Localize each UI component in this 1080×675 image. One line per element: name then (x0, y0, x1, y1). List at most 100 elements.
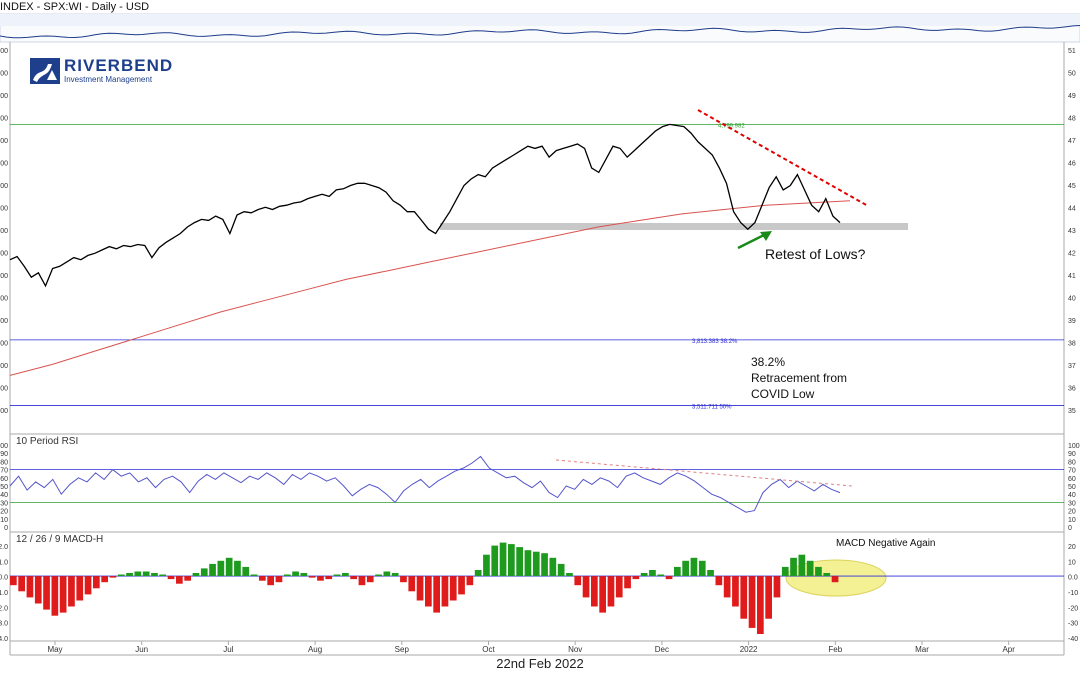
rsi-y-tick-left: 0 (4, 525, 8, 532)
price-y-tick-left: 00 (0, 116, 8, 123)
rsi-y-tick-left: 50 (0, 484, 8, 491)
x-tick-label: Dec (655, 645, 669, 654)
rsi-panel (9, 455, 1064, 513)
price-y-tick-right: 46 (1068, 161, 1076, 168)
macd-bar (34, 576, 42, 604)
riverbend-logo-icon (30, 58, 60, 84)
trend-line (697, 109, 869, 207)
price-y-tick-right: 45 (1068, 183, 1076, 190)
level-label-1: 3,813.383 38.2% (692, 339, 738, 345)
x-tick-label: Sep (395, 645, 410, 654)
price-y-tick-left: 00 (0, 251, 8, 258)
macd-bar (159, 574, 167, 576)
rsi-y-tick-left: 40 (0, 492, 8, 499)
x-tick-label: Feb (828, 645, 842, 654)
macd-bar (474, 570, 482, 577)
price-y-tick-left: 00 (0, 296, 8, 303)
macd-bar (366, 576, 374, 583)
macd-y-tick-left: -2.0 (0, 605, 8, 612)
macd-bar (126, 573, 133, 576)
macd-bar (117, 574, 125, 576)
macd-bar (591, 576, 598, 607)
retest-annotation: Retest of Lows? (765, 246, 866, 262)
price-panel: 4,799.982 3,813.383 38.2% 3,511.711 50% (9, 109, 1064, 411)
macd-bar (217, 560, 225, 576)
macd-bar (674, 566, 681, 576)
price-line (9, 123, 841, 288)
price-y-tick-right: 43 (1068, 228, 1076, 235)
level-label-0: 4,799.982 (718, 123, 745, 129)
macd-bar (798, 554, 806, 576)
price-y-tick-right: 38 (1068, 341, 1076, 348)
macd-bar (632, 576, 640, 580)
price-y-tick-right: 39 (1068, 318, 1076, 325)
macd-bar (624, 576, 631, 589)
price-y-tick-right: 35 (1068, 408, 1076, 415)
macd-bar (59, 576, 67, 613)
macd-y-tick-left: 1.0 (0, 559, 8, 566)
macd-bar (408, 576, 416, 592)
price-y-tick-left: 00 (0, 48, 8, 55)
price-y-tick-left: 00 (0, 138, 8, 145)
macd-bar (200, 568, 208, 576)
rsi-y-tick-right: 20 (1068, 509, 1076, 516)
price-y-tick-right: 48 (1068, 116, 1076, 123)
macd-bar (259, 576, 266, 581)
price-y-tick-left: 00 (0, 228, 8, 235)
macd-bar (333, 574, 341, 576)
macd-bar (176, 576, 183, 584)
macd-bar (491, 545, 499, 576)
logo-subtitle: Investment Management (64, 75, 153, 84)
macd-bar (549, 557, 557, 577)
macd-bar (806, 560, 814, 576)
x-tick-label: 2022 (740, 645, 758, 654)
macd-bar (300, 573, 308, 576)
arrow-shaft (737, 232, 767, 250)
macd-bar (76, 576, 84, 601)
macd-bar (101, 576, 108, 583)
macd-bar (26, 576, 34, 598)
rsi-y-tick-right: 0 (1068, 525, 1072, 532)
price-y-tick-left: 00 (0, 341, 8, 348)
support-zone (440, 223, 908, 230)
rsi-trend-line (555, 459, 853, 487)
macd-bar (707, 570, 714, 577)
macd-bar (698, 560, 706, 576)
panel-frames (9, 42, 1065, 656)
macd-bar (483, 554, 490, 576)
rsi-y-tick-left: 80 (0, 459, 8, 466)
fib-annotation: 38.2% Retracement from COVID Low (751, 354, 847, 402)
rsi-y-tick-right: 30 (1068, 500, 1076, 507)
macd-bar (815, 566, 822, 576)
rsi-y-tick-right: 80 (1068, 459, 1076, 466)
price-y-tick-left: 00 (0, 71, 8, 78)
macd-bar (524, 550, 532, 577)
macd-bar (599, 576, 606, 613)
macd-bar (134, 571, 142, 577)
macd-bar (325, 576, 333, 580)
macd-bar (682, 560, 689, 576)
macd-bar (665, 576, 673, 580)
macd-bar (43, 576, 50, 610)
x-tick-label: Jul (223, 645, 233, 654)
fib-annotation-line2: COVID Low (751, 387, 815, 401)
overview-strip[interactable] (0, 13, 1080, 43)
rsi-panel-title: 10 Period RSI (16, 436, 79, 447)
macd-bar (441, 576, 449, 607)
macd-bar (715, 576, 723, 586)
macd-bar (607, 576, 615, 607)
macd-bar (350, 576, 357, 580)
macd-bar (773, 576, 781, 598)
rsi-y-tick-left: 70 (0, 468, 8, 475)
macd-bar (649, 570, 656, 577)
macd-y-tick-left: 0.0 (0, 575, 8, 582)
page-title: INDEX - SPX:WI - Daily - USD (0, 1, 150, 13)
macd-bar (765, 576, 772, 619)
macd-y-tick-right: 20 (1068, 544, 1076, 551)
riverbend-logo: RIVERBEND Investment Management (30, 56, 180, 92)
macd-bar (831, 576, 839, 583)
macd-bar (358, 576, 366, 586)
macd-y-tick-right: -40 (1068, 636, 1078, 643)
macd-y-tick-right: 10 (1068, 559, 1076, 566)
logo-name: RIVERBEND (64, 56, 174, 75)
